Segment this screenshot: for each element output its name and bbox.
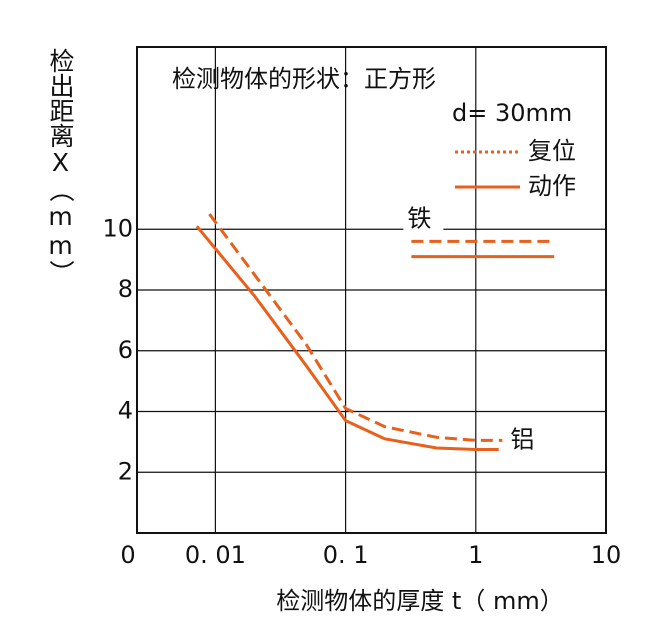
x-tick-label: 0. 1 xyxy=(323,541,369,569)
series-line xyxy=(195,225,499,451)
legend-label: 复位 xyxy=(528,137,576,165)
y-axis-label: 检出距离X（mm） xyxy=(46,48,75,285)
series-line xyxy=(208,213,503,442)
x-origin-label: 0 xyxy=(120,541,135,569)
y-tick-label: 6 xyxy=(118,336,133,364)
x-tick-label: 0. 01 xyxy=(185,541,246,569)
legend-label: 动作 xyxy=(528,172,576,200)
x-tick-label: 10 xyxy=(591,541,622,569)
y-tick-label: 2 xyxy=(118,457,133,485)
chart-title: 检测物体的形状：正方形 xyxy=(172,65,436,93)
chart-subtitle: d= 30mm xyxy=(452,99,572,127)
y-tick-label: 4 xyxy=(118,397,133,425)
iron-label: 铁 xyxy=(407,204,431,232)
x-tick-label: 1 xyxy=(468,541,483,569)
y-tick-label: 8 xyxy=(118,275,133,303)
aluminum-label: 铝 xyxy=(510,425,534,453)
label-bg xyxy=(403,201,444,236)
label-bg xyxy=(508,422,543,457)
x-axis-label: 检测物体的厚度 t（ mm） xyxy=(276,587,563,615)
y-tick-label: 10 xyxy=(102,214,133,242)
